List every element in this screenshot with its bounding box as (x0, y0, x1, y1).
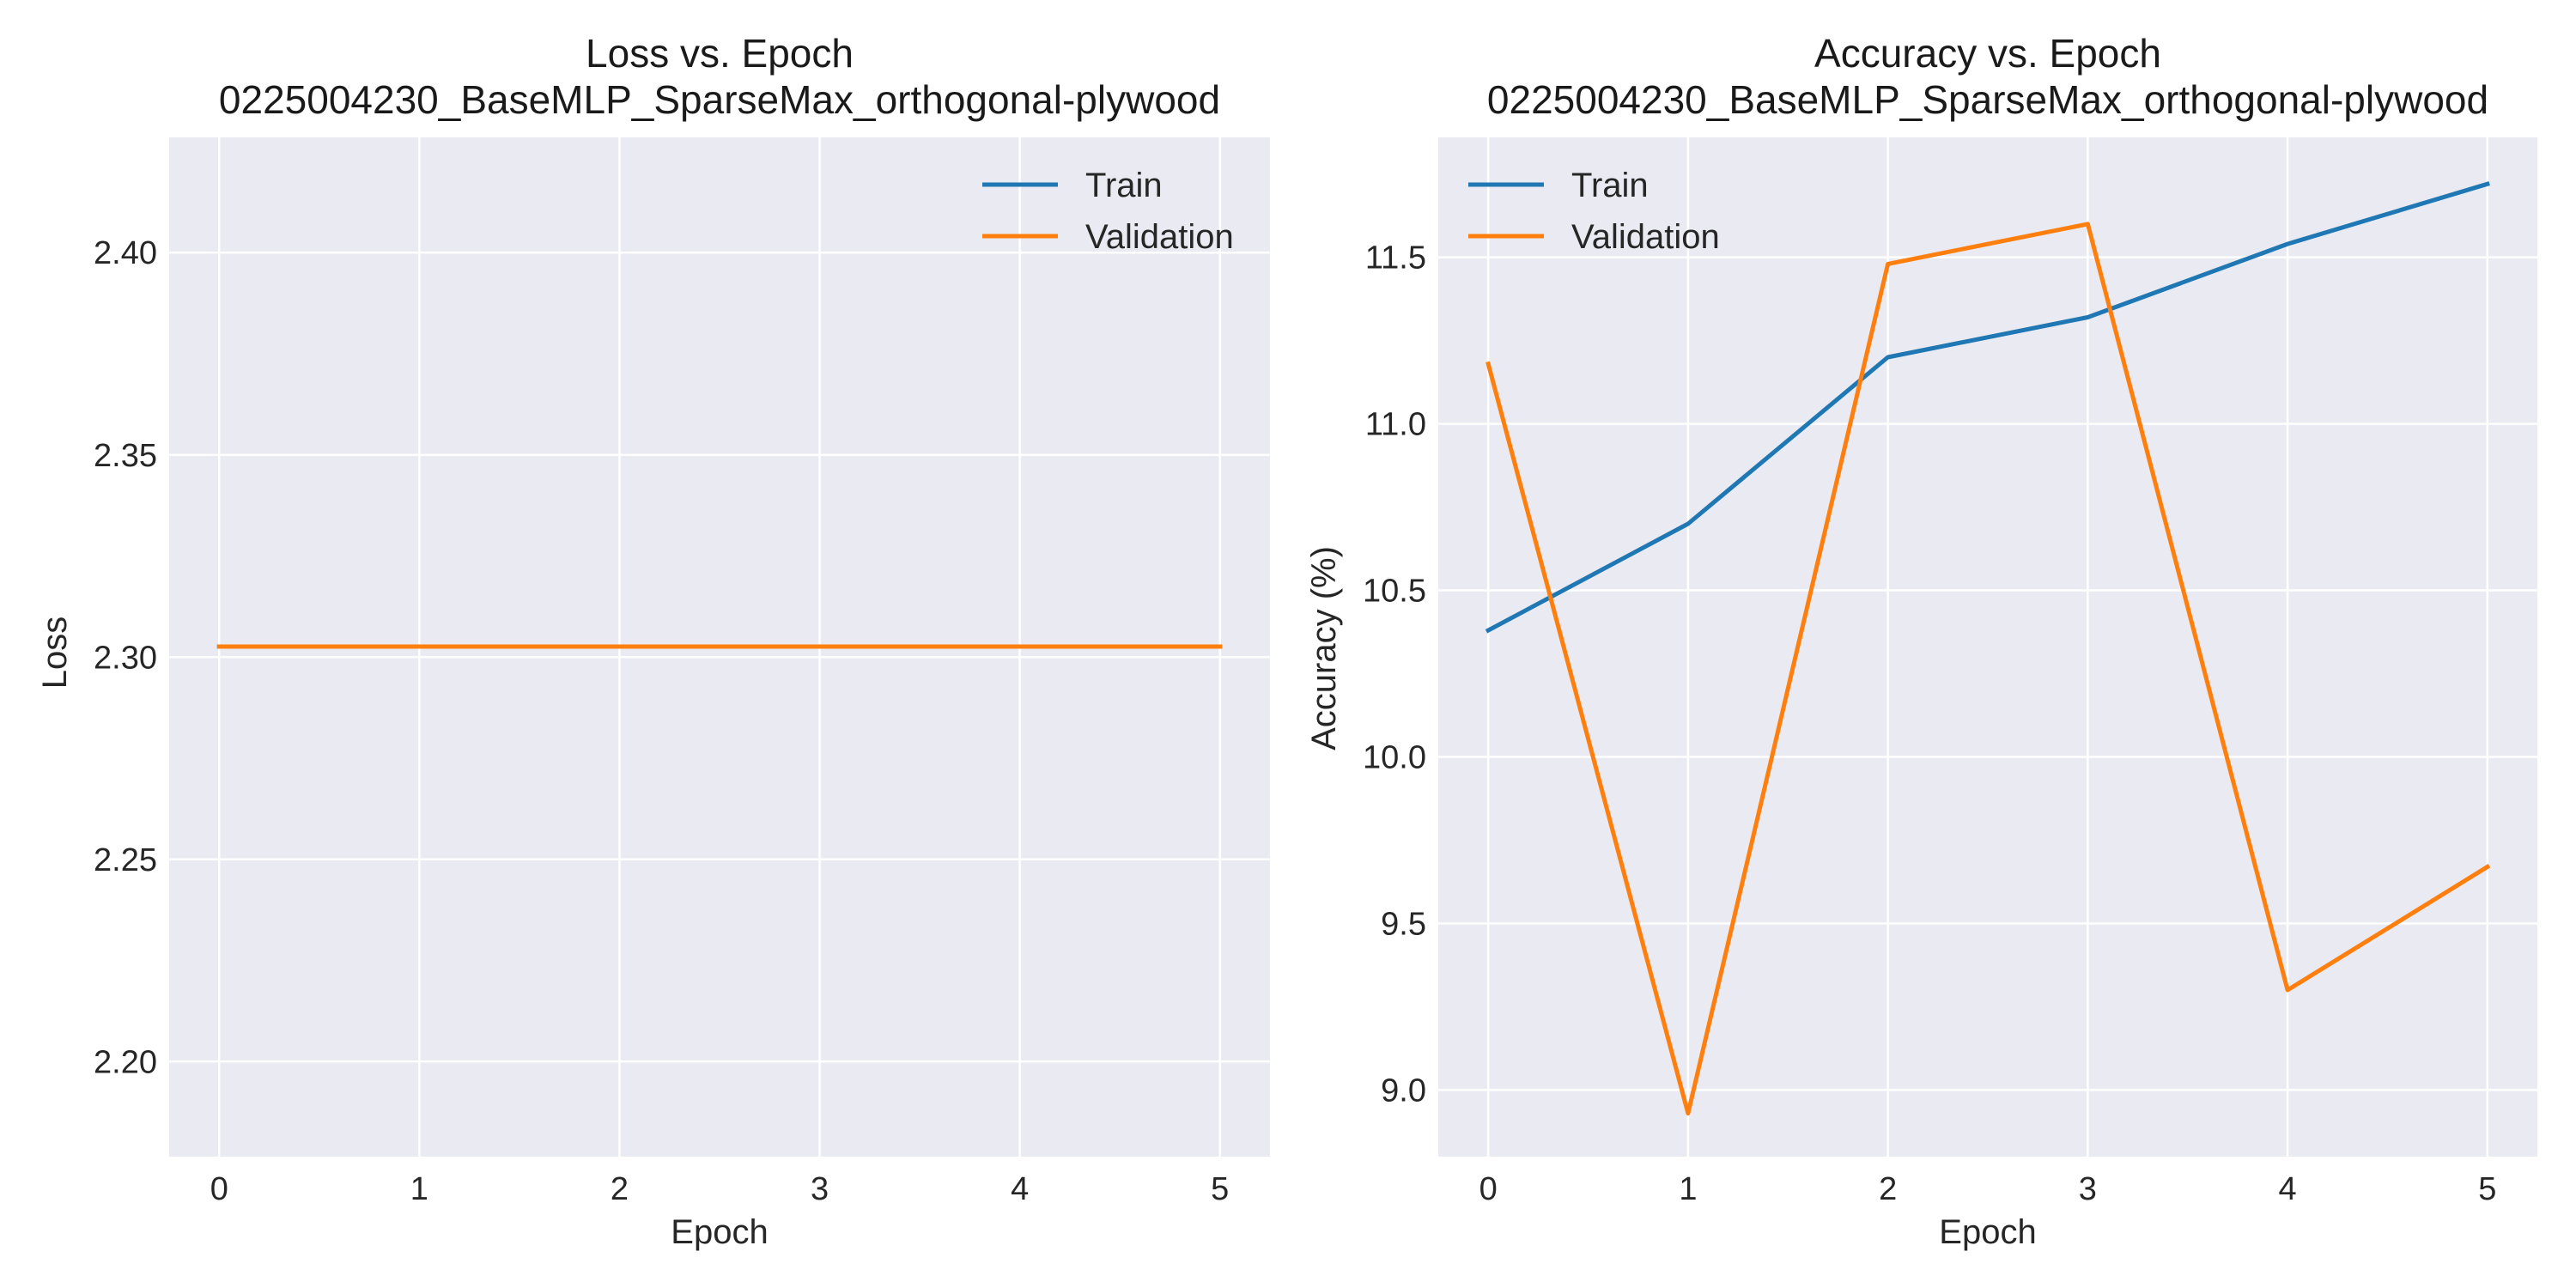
loss-y-tick-label: 2.30 (94, 640, 157, 676)
accuracy-x-tick-label: 1 (1679, 1171, 1697, 1207)
loss-plot-layer: 0 1 2 3 4 5 2.20 2.25 2.30 2.35 2.40 Train Validatio… (94, 137, 1270, 1207)
loss-y-tick-label: 2.35 (94, 438, 157, 474)
loss-y-tick-label: 2.25 (94, 842, 157, 878)
accuracy-x-tick-label: 4 (2279, 1171, 2297, 1207)
accuracy-chart-title: Accuracy vs. Epoch (1814, 31, 2161, 76)
accuracy-chart-subtitle: 0225004230_BaseMLP_SparseMax_orthogonal-… (1487, 77, 2488, 122)
loss-legend-validation-label: Validation (1085, 218, 1234, 256)
accuracy-x-axis-label: Epoch (1939, 1213, 2036, 1251)
loss-x-axis-label: Epoch (671, 1213, 768, 1251)
accuracy-legend: Train Validation (1468, 167, 1720, 256)
accuracy-y-tick-label: 9.5 (1381, 906, 1426, 942)
accuracy-y-tick-label: 10.5 (1363, 574, 1426, 610)
accuracy-x-tick-label: 3 (2079, 1171, 2097, 1207)
loss-legend-train-label: Train (1085, 167, 1163, 204)
loss-chart-title: Loss vs. Epoch (586, 31, 854, 76)
loss-legend: Train Validation (982, 167, 1234, 256)
accuracy-x-tick-label: 0 (1479, 1171, 1498, 1207)
loss-chart: 0 1 2 3 4 5 2.20 2.25 2.30 2.35 2.40 Train Validatio… (36, 31, 1270, 1251)
accuracy-legend-train-label: Train (1571, 167, 1649, 204)
loss-x-tick-label: 0 (210, 1171, 228, 1207)
accuracy-y-tick-label: 9.0 (1381, 1072, 1426, 1109)
accuracy-x-tick-label: 5 (2478, 1171, 2496, 1207)
accuracy-chart: 0 1 2 3 4 5 9.0 9.5 10.0 10.5 11.0 11.5 Train Validat… (1305, 31, 2537, 1251)
loss-x-tick-label: 2 (611, 1171, 629, 1207)
accuracy-y-axis-label: Accuracy (%) (1305, 546, 1343, 750)
loss-y-tick-label: 2.40 (94, 235, 157, 271)
loss-x-tick-label: 1 (410, 1171, 428, 1207)
loss-x-tick-label: 3 (811, 1171, 829, 1207)
accuracy-y-tick-label: 11.0 (1365, 407, 1426, 443)
accuracy-legend-validation-label: Validation (1571, 218, 1720, 256)
accuracy-plot-layer: 0 1 2 3 4 5 9.0 9.5 10.0 10.5 11.0 11.5 Train Validat… (1363, 137, 2537, 1207)
loss-y-tick-label: 2.20 (94, 1044, 157, 1080)
accuracy-y-tick-label: 10.0 (1363, 740, 1426, 776)
accuracy-y-tick-label: 11.5 (1365, 240, 1426, 276)
accuracy-x-tick-label: 2 (1879, 1171, 1897, 1207)
accuracy-plot-area (1438, 137, 2537, 1157)
loss-x-tick-label: 4 (1011, 1171, 1029, 1207)
accuracy-train-line (1485, 181, 2490, 634)
loss-y-axis-label: Loss (36, 617, 74, 690)
loss-x-tick-label: 5 (1211, 1171, 1229, 1207)
accuracy-validation-line (1485, 222, 2491, 1116)
loss-chart-subtitle: 0225004230_BaseMLP_SparseMax_orthogonal-… (219, 77, 1220, 122)
